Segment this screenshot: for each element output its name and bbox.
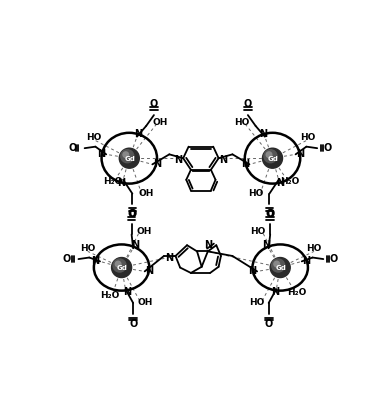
Circle shape (263, 148, 283, 168)
Text: Gd: Gd (267, 155, 278, 162)
Text: O: O (68, 143, 76, 153)
Text: N: N (204, 240, 212, 250)
Circle shape (272, 259, 285, 272)
Text: OH: OH (136, 227, 152, 236)
Text: OH: OH (152, 118, 168, 126)
Circle shape (115, 261, 121, 267)
Text: N: N (134, 129, 143, 139)
Text: O: O (128, 210, 136, 219)
Text: N: N (249, 266, 256, 276)
Text: HO: HO (248, 189, 263, 198)
Text: OH: OH (138, 189, 154, 198)
Text: HO: HO (250, 227, 265, 236)
Text: O: O (63, 254, 71, 264)
Text: OH: OH (138, 299, 153, 307)
Text: H₂O: H₂O (280, 177, 299, 186)
Circle shape (123, 152, 129, 158)
Text: N: N (276, 178, 284, 188)
Text: H₂O: H₂O (103, 177, 122, 186)
Circle shape (264, 150, 277, 163)
Text: Gd: Gd (124, 155, 135, 162)
Circle shape (270, 257, 290, 278)
Text: O: O (330, 254, 338, 264)
Text: N: N (131, 240, 140, 250)
Text: N: N (91, 256, 100, 266)
Text: N: N (153, 159, 161, 169)
Text: N: N (296, 150, 304, 159)
Text: N: N (123, 287, 131, 297)
Text: O: O (324, 143, 332, 153)
Text: Gd: Gd (275, 265, 286, 271)
Text: N: N (219, 155, 227, 165)
Circle shape (266, 152, 272, 158)
Text: N: N (98, 150, 105, 159)
Text: N: N (271, 287, 279, 297)
Text: HO: HO (86, 133, 102, 142)
Text: H₂O: H₂O (100, 291, 120, 300)
Text: O: O (244, 99, 252, 108)
Circle shape (112, 257, 132, 278)
Text: N: N (165, 252, 173, 262)
Text: H₂O: H₂O (287, 288, 307, 297)
Text: HO: HO (234, 118, 249, 126)
Text: HO: HO (249, 299, 264, 307)
Text: N: N (262, 240, 270, 250)
Text: N: N (302, 256, 310, 266)
Text: N: N (118, 178, 126, 188)
Circle shape (119, 148, 139, 168)
Text: N: N (259, 129, 267, 139)
Text: N: N (174, 155, 183, 165)
Circle shape (121, 150, 134, 163)
Text: O: O (265, 210, 274, 219)
Circle shape (113, 259, 126, 272)
Circle shape (274, 261, 279, 267)
Text: HO: HO (300, 133, 316, 142)
Text: O: O (266, 209, 274, 219)
Text: O: O (129, 319, 137, 329)
Text: O: O (265, 319, 273, 329)
Text: N: N (145, 266, 153, 276)
Text: HO: HO (80, 244, 95, 253)
Text: O: O (150, 99, 158, 108)
Text: Gd: Gd (116, 265, 127, 271)
Text: O: O (127, 209, 136, 219)
Text: HO: HO (307, 244, 322, 253)
Text: N: N (241, 159, 249, 169)
